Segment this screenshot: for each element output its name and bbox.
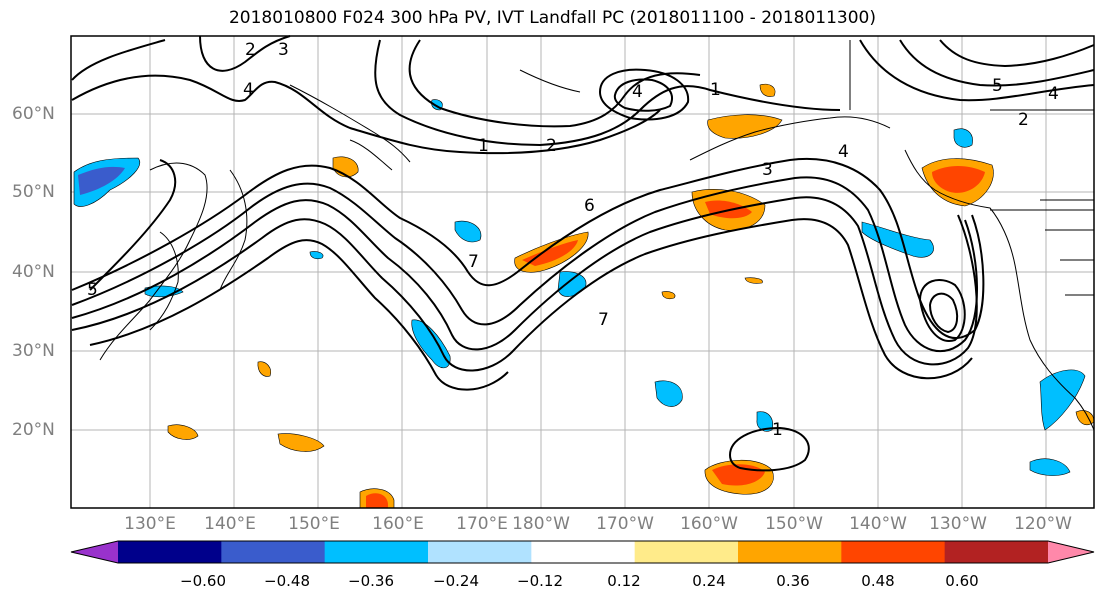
contour-label: 1	[710, 80, 721, 100]
lon-label-130w: 130°W	[929, 514, 987, 534]
contour-label: 3	[278, 40, 289, 60]
lat-label-50n: 50°N	[12, 182, 55, 202]
contour-label: 5	[992, 76, 1003, 96]
colorbar-extend-high	[1048, 541, 1094, 563]
lat-label-60n: 60°N	[12, 104, 55, 124]
gridlines	[71, 36, 1094, 508]
colorbar-label: −0.24	[433, 572, 479, 590]
contour-label: 4	[838, 142, 849, 162]
lat-label-20n: 20°N	[12, 420, 55, 440]
colorbar-segment	[634, 541, 739, 563]
pv-contours	[71, 35, 1095, 472]
colorbar-segment	[324, 541, 429, 563]
colorbar-label: −0.12	[517, 572, 563, 590]
lat-label-40n: 40°N	[12, 262, 55, 282]
contour-label: 2	[546, 136, 557, 156]
colorbar-label: 0.12	[607, 572, 641, 590]
map-title: 2018010800 F024 300 hPa PV, IVT Landfall…	[228, 8, 876, 28]
contour-label: 2	[1018, 110, 1029, 130]
contour-label: 1	[478, 136, 489, 156]
lon-label-130e: 130°E	[124, 514, 176, 534]
lon-label-150w: 150°W	[765, 514, 823, 534]
colorbar-segment	[738, 541, 842, 563]
contour-label: 7	[598, 310, 609, 330]
lon-label-170e: 170°E	[456, 514, 508, 534]
lon-label-170w: 170°W	[596, 514, 654, 534]
colorbar-label: 0.48	[861, 572, 895, 590]
colorbar-segment	[221, 541, 326, 563]
shaded-anomalies	[73, 83, 1095, 509]
colorbar-label: −0.60	[180, 572, 226, 590]
contour-label: 4	[243, 80, 254, 100]
lon-label-140w: 140°W	[849, 514, 907, 534]
lon-label-160e: 160°E	[372, 514, 424, 534]
contour-label: 2	[245, 40, 256, 60]
colorbar-outline	[70, 540, 1095, 564]
lat-label-30n: 30°N	[12, 341, 55, 361]
map-frame	[70, 35, 1095, 509]
lon-label-140e: 140°E	[204, 514, 256, 534]
colorbar-label: −0.48	[264, 572, 310, 590]
contour-label: 7	[468, 252, 479, 272]
colorbar-label: 0.60	[945, 572, 979, 590]
coastlines	[99, 40, 1095, 431]
colorbar-label: 0.24	[692, 572, 726, 590]
colorbar	[70, 540, 1095, 564]
colorbar-segment	[841, 541, 946, 563]
colorbar-segment	[118, 541, 222, 563]
colorbar-extend-low	[71, 541, 118, 563]
colorbar-label: 0.36	[776, 572, 810, 590]
colorbar-segment	[531, 541, 636, 563]
colorbar-segment	[428, 541, 532, 563]
contour-label: 4	[1048, 84, 1059, 104]
contour-label: 4	[632, 82, 643, 102]
lon-label-160w: 160°W	[680, 514, 738, 534]
colorbar-segment	[944, 541, 1049, 563]
contour-label: 6	[584, 196, 595, 216]
lon-label-180w: 180°W	[512, 514, 570, 534]
colorbar-label: −0.36	[348, 572, 394, 590]
lon-label-120w: 120°W	[1014, 514, 1072, 534]
lon-label-150e: 150°E	[288, 514, 340, 534]
contour-label: 5	[87, 280, 98, 300]
contour-label: 1	[772, 420, 783, 440]
contour-label: 3	[762, 160, 773, 180]
